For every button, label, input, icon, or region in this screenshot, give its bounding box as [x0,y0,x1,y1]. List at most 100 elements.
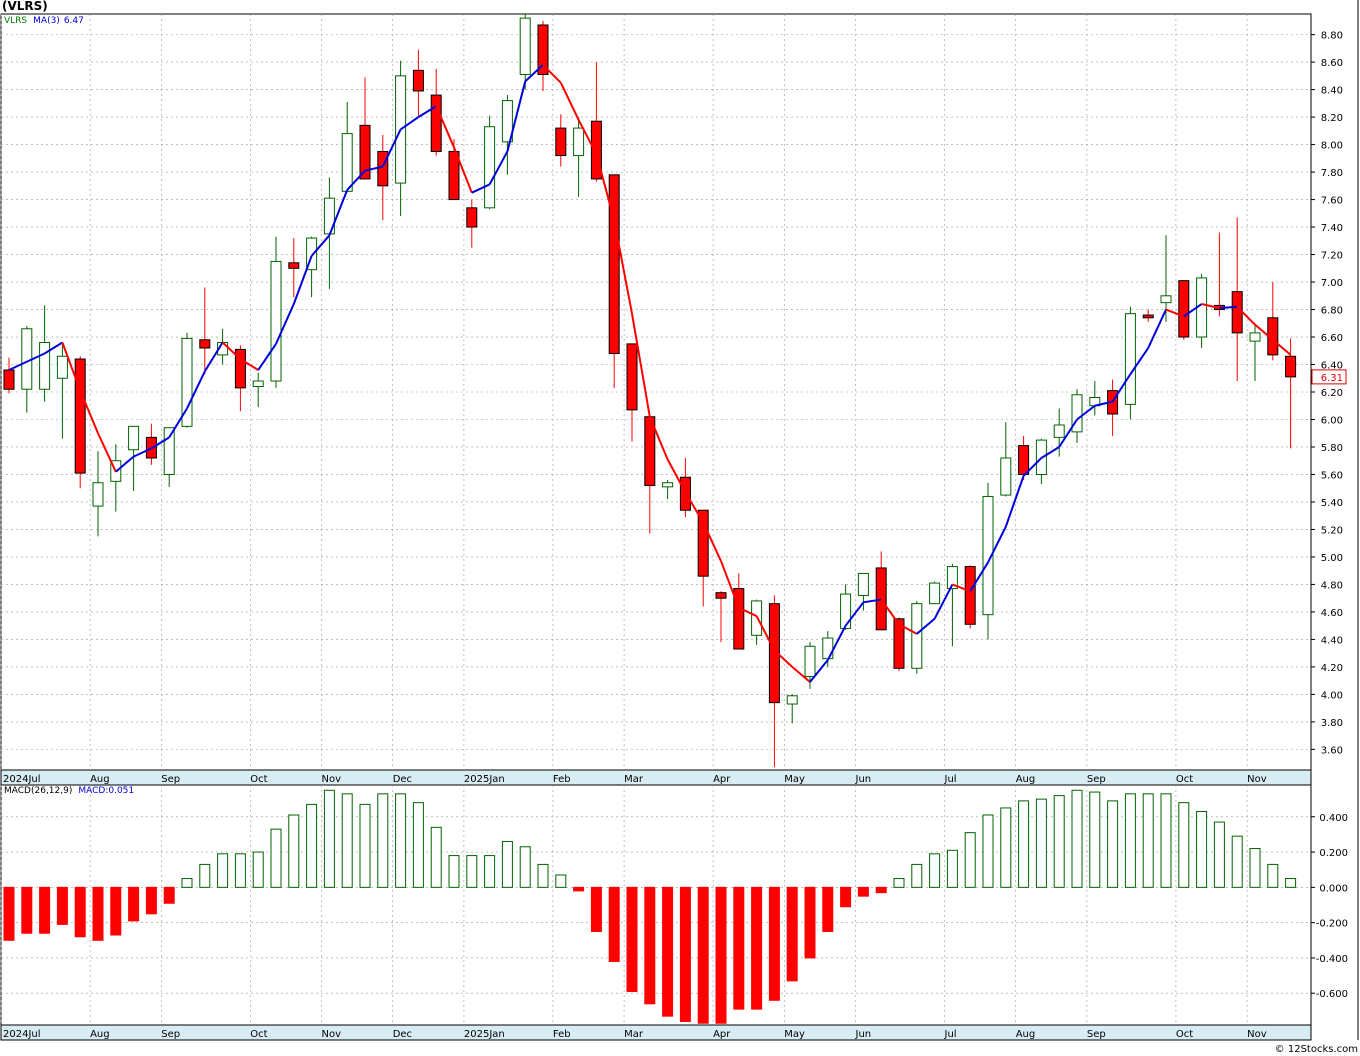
macd-bar [715,886,727,1024]
ma-segment [1165,308,1185,318]
page-title: (VLRS) [2,0,48,13]
price-date-label: Apr [713,774,731,785]
macd-value-label: MACD:0.051 [78,786,135,796]
macd-bar [1124,793,1136,888]
price-tick-label: 8.00 [1321,141,1343,152]
ma-segment [8,360,28,371]
candle-body [982,495,994,616]
macd-bar [786,886,798,982]
candle-body [1000,457,1012,496]
ma-segment [542,64,562,84]
macd-bar [501,840,513,888]
candle-body [3,369,15,390]
macd-date-label: Dec [393,1029,412,1040]
macd-bar [1249,848,1261,888]
price-tick-label: 4.00 [1321,690,1343,701]
ma-segment [898,623,918,635]
macd-bar [128,886,140,922]
macd-bar [163,886,175,904]
ma-segment [1004,475,1025,528]
macd-bar [288,814,300,888]
price-tick-label: 5.40 [1321,498,1343,509]
macd-date-label: Sep [1087,1029,1106,1040]
candle-body [662,482,674,488]
candle-body [537,24,549,75]
price-tick-label: 3.80 [1321,718,1343,729]
macd-bar [412,802,424,888]
candle-body [377,150,389,187]
candle-body [626,343,638,411]
candle-body [234,348,246,389]
macd-tick-label: -0.600 [1316,989,1348,1000]
ma-segment [203,341,224,372]
candle-body [840,593,852,629]
macd-bar [982,814,994,888]
candle-body [92,482,104,507]
candle-body [964,566,976,625]
macd-date-label: Nov [1247,1029,1267,1040]
ma-segment [1094,400,1113,407]
candle-body [181,337,193,427]
macd-bar [1267,863,1279,888]
macd-bar [217,853,229,888]
macd-date-label: Mar [624,1029,644,1040]
macd-bar [911,863,923,888]
candle-body [484,126,496,209]
macd-date-label: Feb [553,1029,571,1040]
price-tick-label: 7.40 [1321,223,1343,234]
macd-bar [519,846,531,888]
candle-body [128,425,140,451]
macd-bar [1142,793,1154,888]
ma-segment [1022,457,1043,477]
candle-body [56,355,68,379]
candle-body [359,124,371,180]
macd-bar [56,886,68,925]
macd-bar [946,849,958,888]
ma-segment [1058,418,1078,448]
macd-bar [626,886,638,992]
candle-body [466,207,478,228]
candle-body [270,260,282,382]
ma-segment [1040,446,1060,459]
ma-segment [773,649,793,668]
candle-body [929,582,941,605]
price-tick-label: 5.60 [1321,470,1343,481]
price-tick-label: 7.60 [1321,196,1343,207]
macd-bar [1053,795,1065,888]
macd-bar [662,886,674,1017]
macd-bar [929,853,941,888]
candle-body [74,358,86,474]
ma-segment [559,82,580,121]
price-tick-label: 7.80 [1321,168,1343,179]
macd-tick-label: -0.200 [1316,919,1348,930]
price-tick-label: 5.00 [1321,553,1343,564]
macd-bar [74,886,86,938]
macd-bar [448,855,460,888]
ma-segment [275,303,295,345]
credit-text: © 12Stocks.com [1274,1044,1358,1055]
candle-body [1124,313,1136,405]
macd-bar [145,886,157,915]
price-date-label: Sep [1087,774,1106,785]
candle-body [946,566,958,590]
macd-bar [1285,878,1297,888]
price-tick-label: 8.80 [1321,31,1343,42]
candle-body [1160,295,1172,304]
macd-bar [590,886,602,932]
macd-date-label: Jun [855,1029,872,1040]
macd-date-label: Oct [250,1029,267,1040]
macd-bar [555,874,567,888]
ma-segment [292,255,313,305]
macd-bar [359,803,371,888]
macd-tick-label: -0.400 [1316,954,1348,965]
macd-bar [1000,807,1012,888]
macd-bar [751,886,763,1010]
price-tick-label: 3.60 [1321,745,1343,756]
candle-body [1249,332,1261,342]
macd-bar [697,886,709,1024]
macd-bar [804,886,816,959]
ma-segment [684,491,705,524]
candle-body [875,567,887,631]
ma-segment [595,153,616,221]
